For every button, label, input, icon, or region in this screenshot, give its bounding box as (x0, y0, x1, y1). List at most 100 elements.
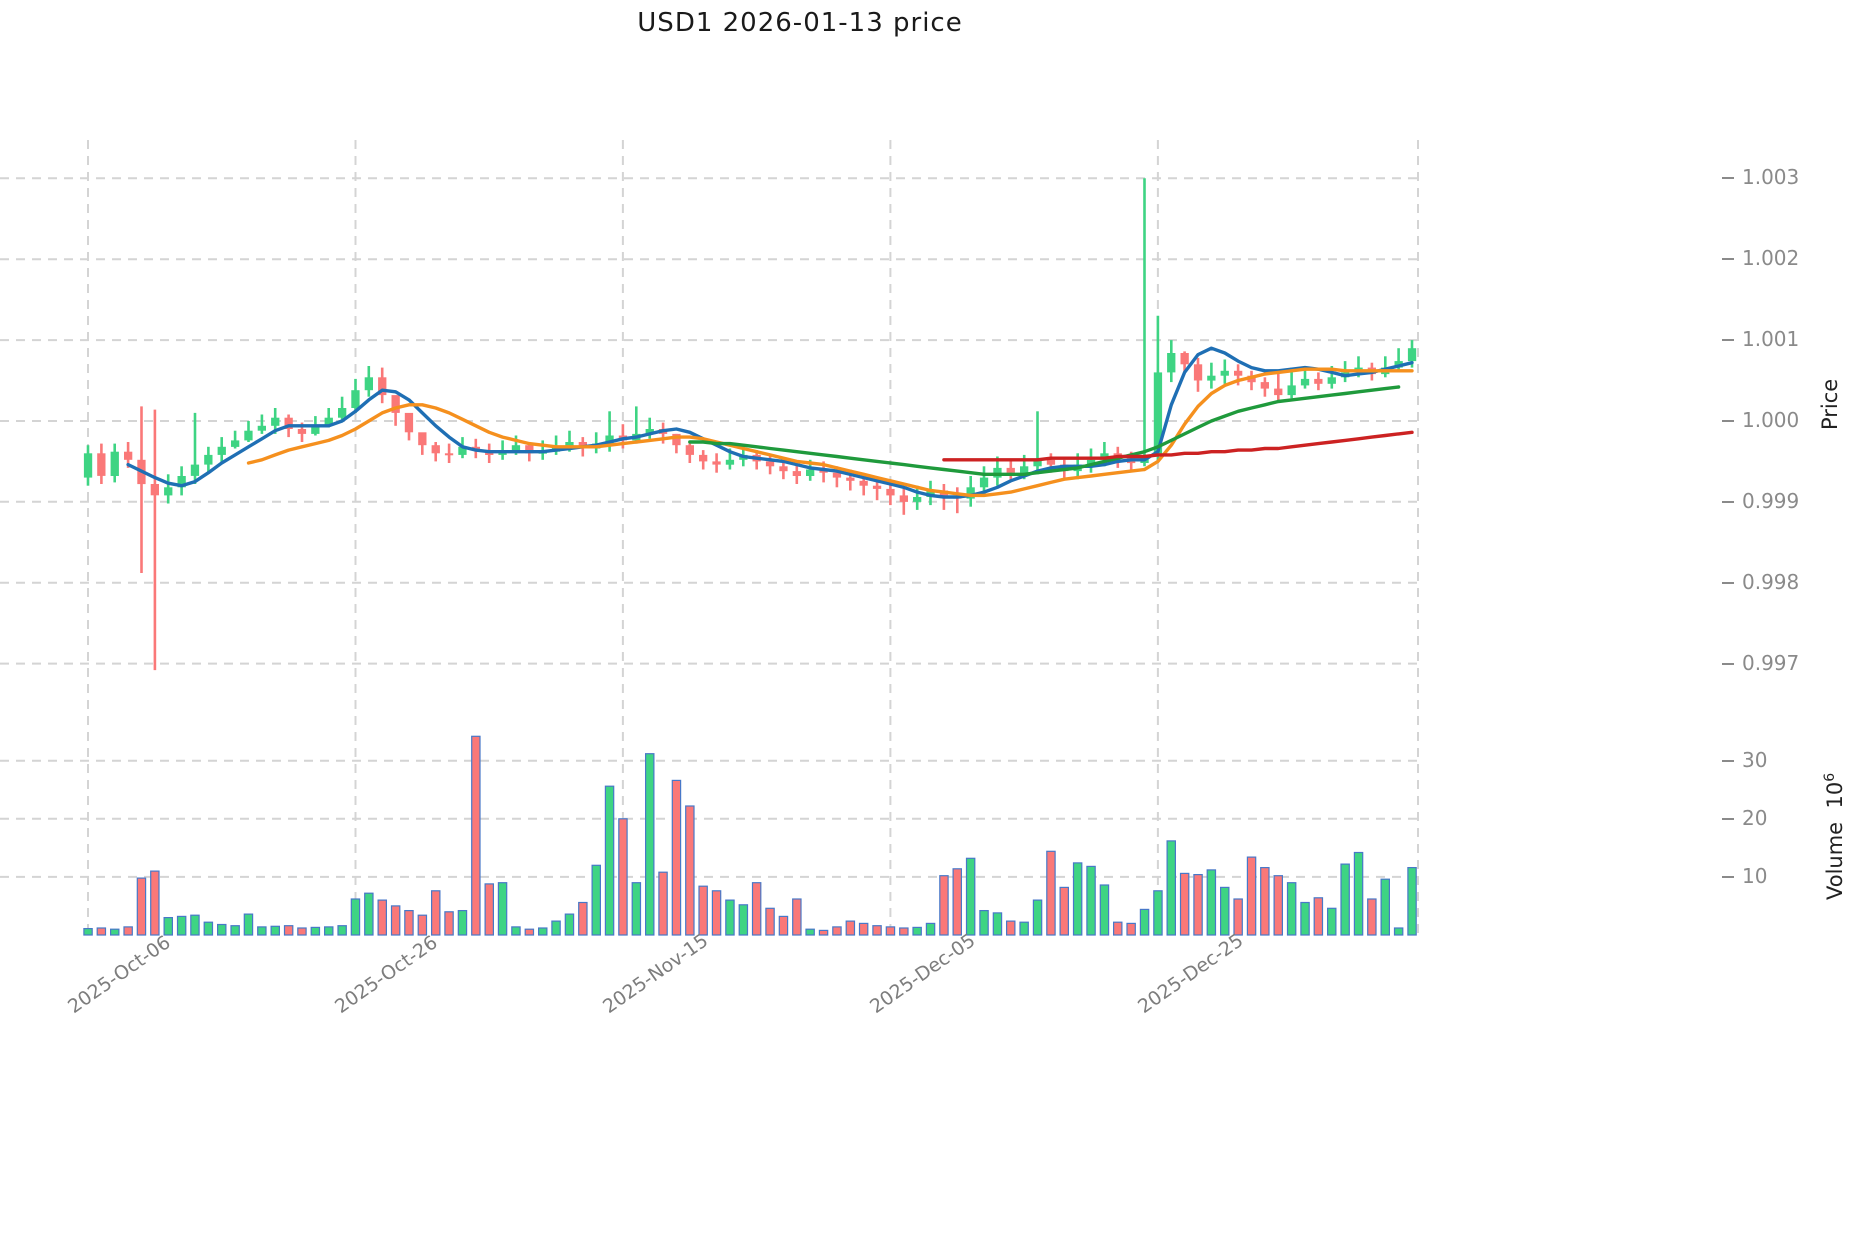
candle-body (364, 377, 373, 391)
volume-bar (979, 909, 989, 936)
volume-bar (190, 914, 200, 936)
candle-body (164, 487, 173, 496)
price-tick-mark (1722, 581, 1734, 584)
candle-body (1153, 372, 1163, 457)
candle-body (859, 480, 868, 486)
price-tick-label: 0.999 (1742, 488, 1800, 513)
volume-bar (1233, 898, 1243, 936)
candle-body (806, 469, 815, 476)
candle-body (672, 433, 681, 446)
volume-axis-label-text: Volume (1823, 821, 1847, 900)
volume-bar (150, 870, 160, 936)
date-tick-label: 2025-Dec-25 (1133, 929, 1248, 1019)
candle-body (913, 497, 922, 502)
volume-bar (364, 892, 374, 936)
volume-bar (885, 926, 896, 936)
candle-body (1006, 467, 1015, 473)
price-tick-mark (1722, 177, 1734, 180)
candle-body (1046, 459, 1056, 465)
volume-bar (618, 818, 628, 936)
candle-body (297, 429, 307, 434)
volume-bar (792, 898, 802, 936)
candle-body (886, 488, 895, 496)
candle-body (779, 466, 788, 472)
volume-bar (404, 909, 414, 936)
volume-bar (872, 925, 882, 936)
ma-line-ma_slow (688, 385, 1401, 476)
volume-axis-label: Volume 106 (1822, 773, 1847, 900)
date-tick-label: 2025-Dec-05 (866, 929, 980, 1019)
plot-area (0, 140, 1700, 940)
volume-bar (778, 915, 789, 936)
volume-bar (471, 735, 481, 936)
volume-bar (297, 927, 307, 936)
candle-body (511, 445, 521, 452)
candle-body (217, 446, 226, 455)
volume-bar (604, 785, 615, 936)
volume-bar (765, 907, 775, 936)
price-tick-mark (1722, 500, 1734, 503)
volume-tick-mark (1722, 875, 1734, 878)
volume-bar (123, 926, 133, 936)
volume-bar (578, 901, 588, 936)
volume-bar (1353, 851, 1364, 936)
volume-bar (203, 921, 214, 936)
candle-body (605, 435, 614, 444)
volume-bar (1005, 920, 1016, 936)
volume-series (83, 735, 1417, 936)
candle-body (431, 445, 440, 454)
volume-bar (350, 898, 361, 936)
candle-body (1180, 353, 1189, 365)
volume-bar (310, 926, 321, 936)
volume-bar (845, 920, 856, 936)
candle-body (83, 453, 93, 478)
volume-tick-label: 30 (1742, 747, 1768, 772)
volume-bar (1032, 899, 1043, 936)
candle-body (1260, 382, 1269, 389)
volume-bar (564, 913, 575, 936)
chart-title: USD1 2026-01-13 price (637, 8, 963, 38)
volume-bar (377, 899, 388, 936)
volume-bar (230, 925, 240, 936)
candle-body (966, 487, 975, 499)
candle-body (1314, 378, 1323, 384)
volume-bar (644, 753, 655, 936)
volume-bar (444, 911, 454, 936)
candle-body (792, 471, 801, 476)
candle-body (1167, 353, 1176, 373)
volume-bar (698, 885, 708, 936)
candle-body (404, 412, 414, 433)
volume-bar (992, 912, 1003, 936)
candle-body (311, 425, 320, 434)
candle-body (444, 453, 454, 456)
volume-bar (912, 926, 922, 936)
volume-bar (217, 923, 227, 936)
volume-bar (1206, 869, 1217, 936)
volume-bar (1286, 882, 1297, 936)
volume-bar (1153, 890, 1163, 936)
volume-bar (243, 913, 254, 936)
volume-axis-exponent: 106 (1822, 772, 1847, 809)
candle-body (1033, 459, 1042, 467)
candle-body (110, 451, 119, 476)
volume-bar (685, 805, 695, 936)
volume-bar (1126, 922, 1136, 936)
candle-body (645, 429, 654, 434)
volume-bar (805, 928, 815, 936)
volume-bar (671, 779, 682, 936)
volume-bar (417, 914, 428, 936)
volume-bar (96, 927, 107, 936)
candle-body (257, 425, 266, 431)
volume-bar (484, 883, 495, 936)
volume-bar (1019, 921, 1029, 936)
candle-body (1274, 388, 1283, 396)
price-tick-mark (1722, 662, 1734, 665)
candle-body (846, 477, 855, 481)
volume-bar (658, 871, 668, 936)
candle-body (150, 484, 159, 496)
volume-bar (524, 928, 535, 936)
candle-body (525, 445, 534, 454)
volume-bar (1340, 863, 1350, 936)
grid-lines (0, 140, 1419, 935)
volume-bar (1072, 862, 1083, 936)
